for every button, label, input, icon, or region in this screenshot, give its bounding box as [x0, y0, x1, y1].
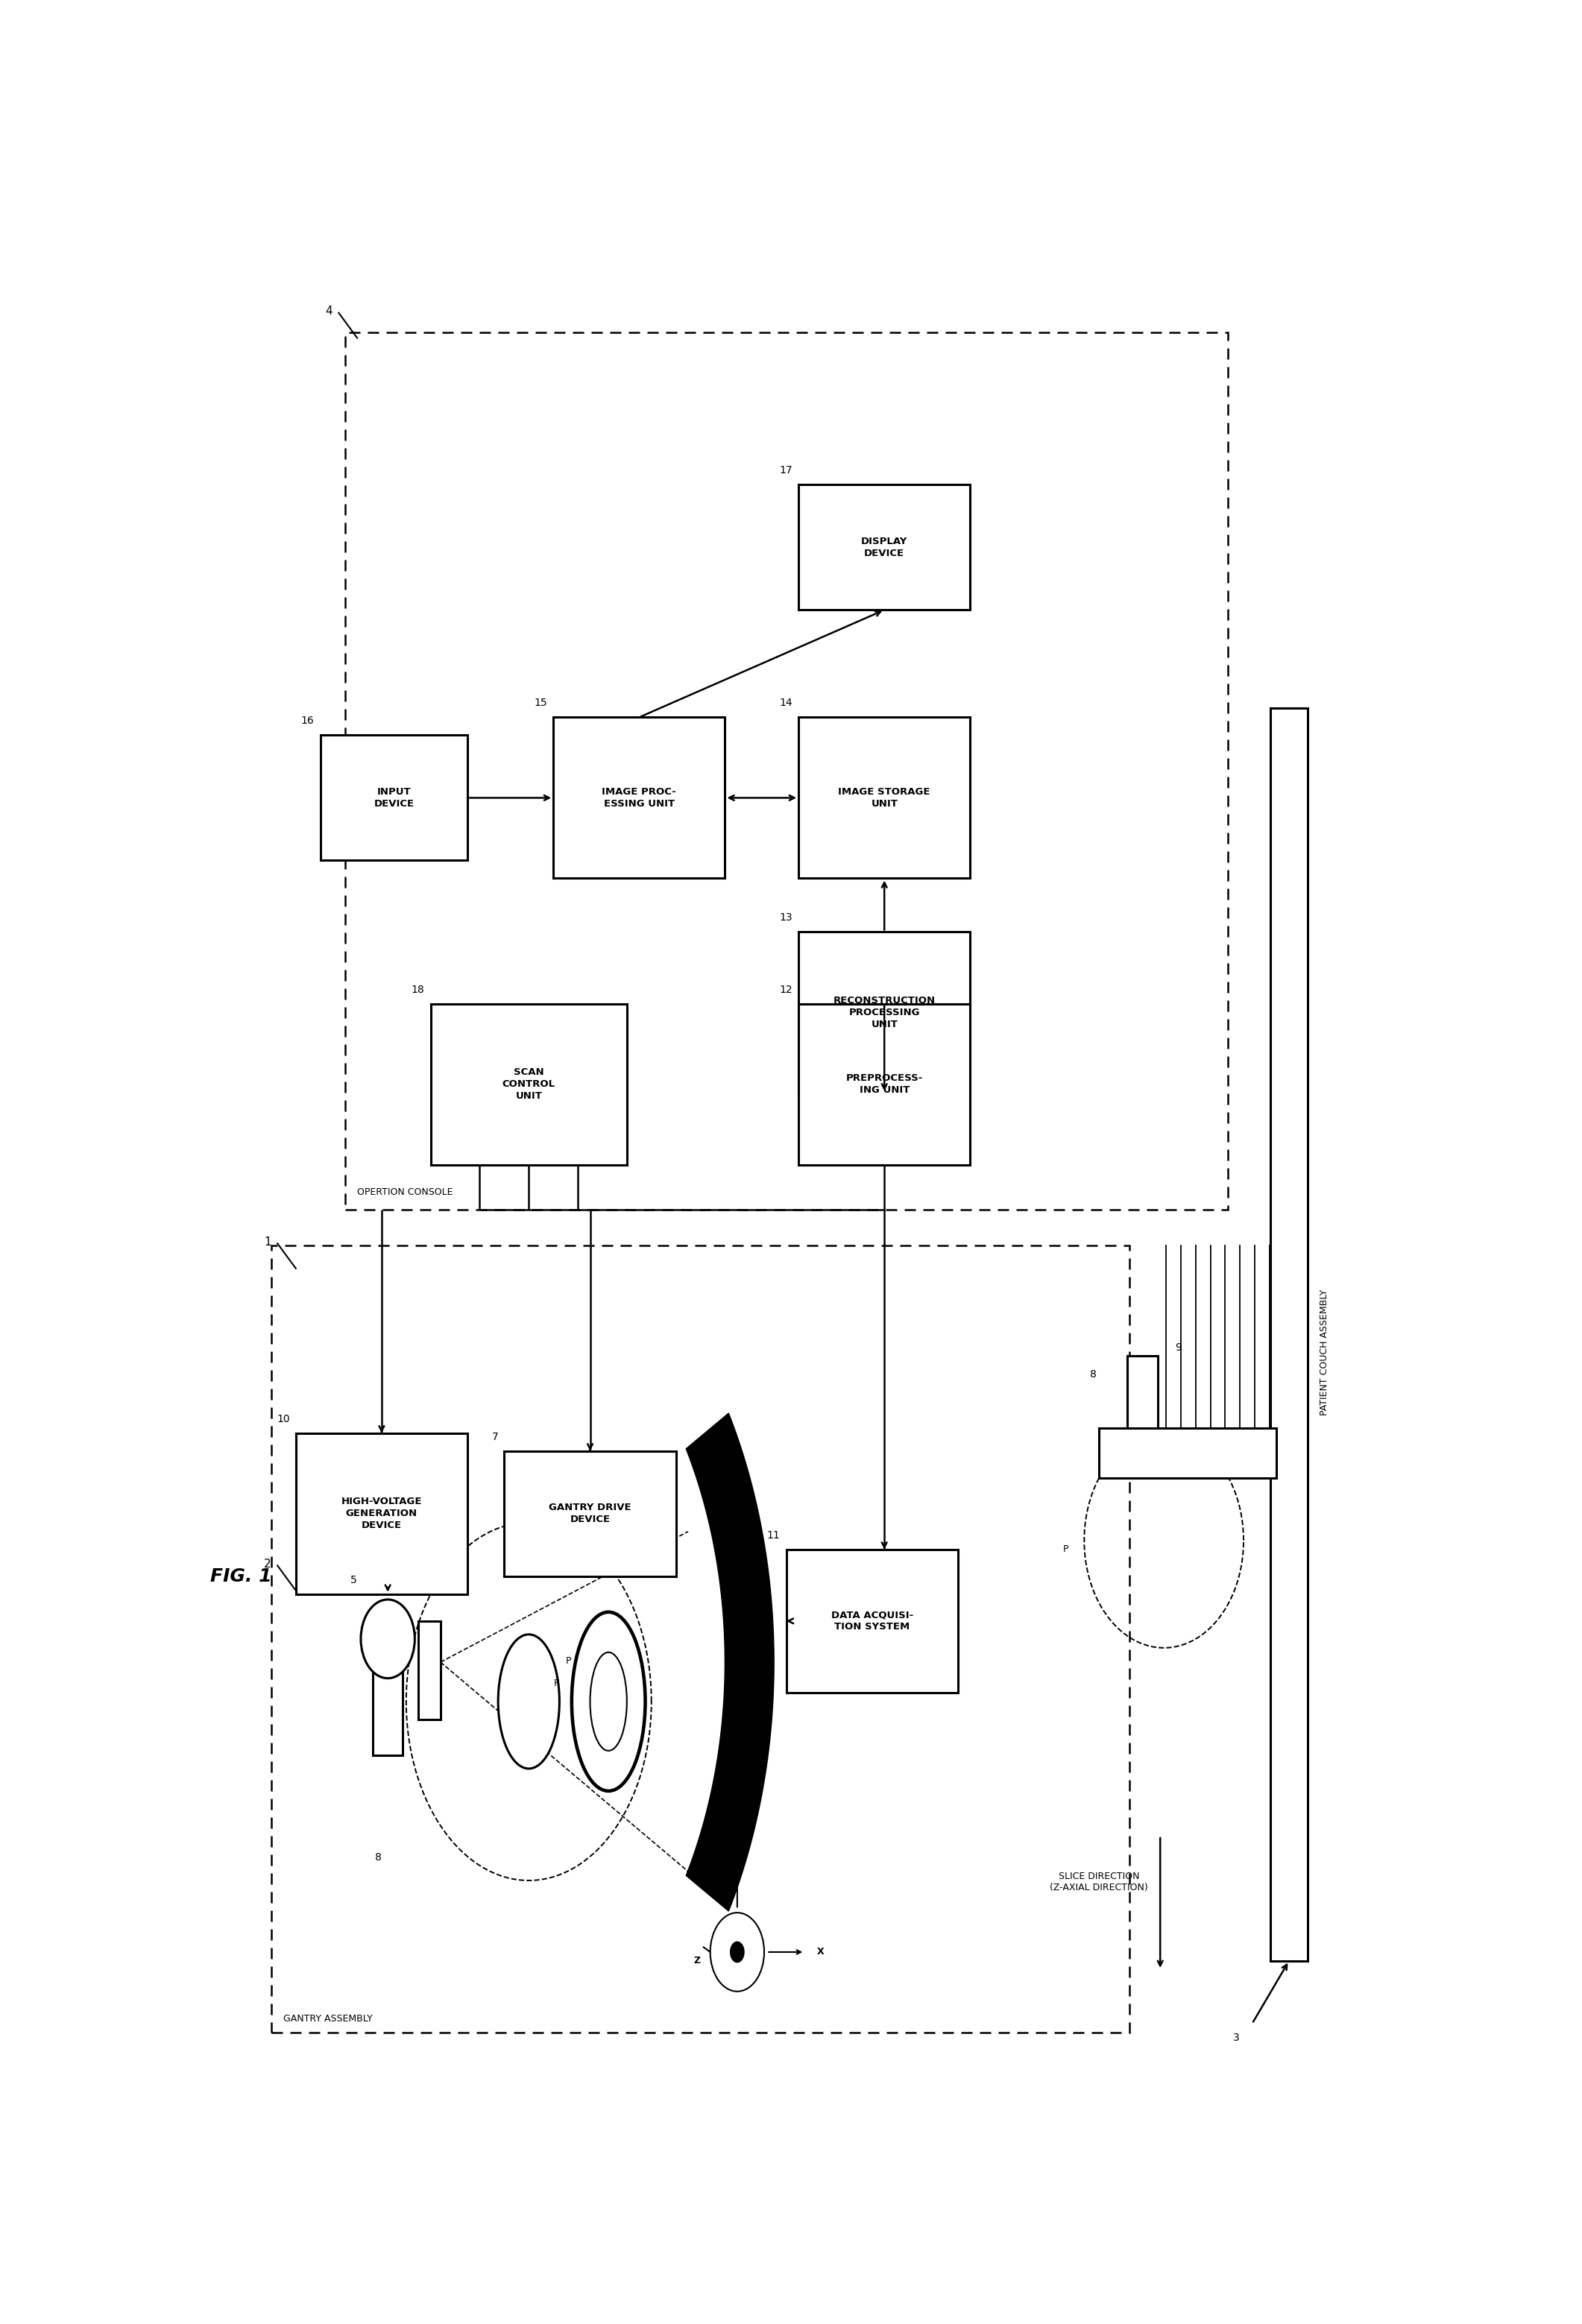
Ellipse shape — [498, 1634, 560, 1769]
Text: OPERTION CONSOLE: OPERTION CONSOLE — [358, 1188, 452, 1197]
Text: PREPROCESS-
ING UNIT: PREPROCESS- ING UNIT — [846, 1074, 922, 1095]
FancyBboxPatch shape — [799, 1004, 970, 1164]
FancyBboxPatch shape — [1270, 709, 1307, 1961]
Text: 1: 1 — [264, 1236, 272, 1248]
Text: FIG. 1: FIG. 1 — [210, 1566, 272, 1585]
Text: IMAGE STORAGE
UNIT: IMAGE STORAGE UNIT — [838, 788, 930, 809]
Text: 14: 14 — [780, 697, 793, 709]
Circle shape — [361, 1599, 414, 1678]
Text: 18: 18 — [411, 985, 424, 995]
Text: 8: 8 — [1090, 1369, 1096, 1380]
Text: 3: 3 — [1234, 2034, 1240, 2043]
Circle shape — [710, 1913, 764, 1992]
FancyBboxPatch shape — [1126, 1357, 1158, 1427]
Text: 2: 2 — [264, 1559, 272, 1569]
Ellipse shape — [590, 1652, 626, 1750]
FancyBboxPatch shape — [320, 734, 468, 860]
FancyBboxPatch shape — [554, 718, 725, 878]
Text: INPUT
DEVICE: INPUT DEVICE — [373, 788, 414, 809]
FancyBboxPatch shape — [799, 486, 970, 609]
Text: 16: 16 — [301, 716, 315, 725]
Text: IMAGE PROC-
ESSING UNIT: IMAGE PROC- ESSING UNIT — [601, 788, 677, 809]
Text: P: P — [1063, 1545, 1068, 1555]
Text: PATIENT COUCH ASSEMBLY: PATIENT COUCH ASSEMBLY — [1319, 1290, 1329, 1415]
Text: 9: 9 — [1175, 1343, 1182, 1353]
Text: Y: Y — [734, 1827, 740, 1836]
Polygon shape — [687, 1413, 774, 1910]
Text: 5: 5 — [351, 1576, 358, 1585]
Text: SCAN
CONTROL
UNIT: SCAN CONTROL UNIT — [501, 1067, 555, 1102]
Text: 7: 7 — [492, 1432, 498, 1441]
Text: 12: 12 — [780, 985, 793, 995]
FancyBboxPatch shape — [505, 1450, 676, 1576]
Text: 10: 10 — [277, 1413, 290, 1425]
Text: P: P — [554, 1678, 560, 1690]
FancyBboxPatch shape — [786, 1550, 959, 1692]
Text: 17: 17 — [780, 465, 793, 476]
Ellipse shape — [571, 1613, 645, 1792]
FancyBboxPatch shape — [799, 932, 970, 1092]
Text: DATA ACQUISI-
TION SYSTEM: DATA ACQUISI- TION SYSTEM — [831, 1611, 913, 1631]
Text: RECONSTRUCTION
PROCESSING
UNIT: RECONSTRUCTION PROCESSING UNIT — [834, 995, 935, 1030]
Text: Z: Z — [693, 1957, 701, 1966]
Text: 8: 8 — [375, 1852, 381, 1862]
Text: HIGH-VOLTAGE
GENERATION
DEVICE: HIGH-VOLTAGE GENERATION DEVICE — [342, 1497, 422, 1532]
FancyBboxPatch shape — [296, 1434, 468, 1594]
FancyBboxPatch shape — [418, 1622, 440, 1720]
FancyBboxPatch shape — [430, 1004, 626, 1164]
FancyBboxPatch shape — [373, 1657, 402, 1755]
FancyBboxPatch shape — [799, 718, 970, 878]
Text: 6: 6 — [712, 1934, 720, 1943]
Text: 15: 15 — [535, 697, 547, 709]
Text: X: X — [816, 1948, 824, 1957]
Text: GANTRY ASSEMBLY: GANTRY ASSEMBLY — [283, 2015, 373, 2024]
Text: SLICE DIRECTION
(Z-AXIAL DIRECTION): SLICE DIRECTION (Z-AXIAL DIRECTION) — [1050, 1871, 1149, 1892]
Text: 11: 11 — [767, 1529, 780, 1541]
Text: 13: 13 — [780, 913, 793, 923]
Text: P: P — [566, 1657, 571, 1666]
Text: DISPLAY
DEVICE: DISPLAY DEVICE — [861, 537, 908, 558]
Text: 4: 4 — [326, 307, 332, 316]
Circle shape — [729, 1941, 745, 1964]
FancyBboxPatch shape — [1099, 1427, 1277, 1478]
Text: GANTRY DRIVE
DEVICE: GANTRY DRIVE DEVICE — [549, 1504, 631, 1525]
